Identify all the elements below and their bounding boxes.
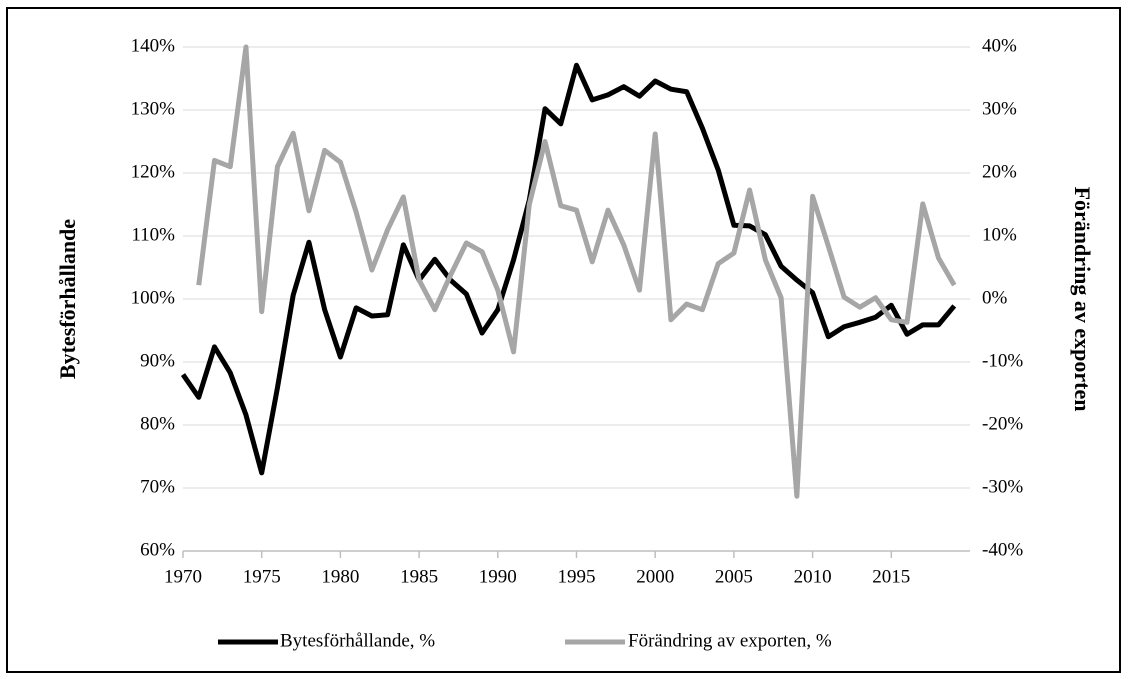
y2-tick-label: -20% xyxy=(982,413,1023,434)
x-tick-label: 1990 xyxy=(479,566,517,587)
series-line xyxy=(196,44,957,499)
legend-label: Förändring av exporten, % xyxy=(628,630,832,651)
y2-tick-label: 20% xyxy=(982,161,1017,182)
y2-tick-label: 30% xyxy=(982,98,1017,119)
y-tick-label: 70% xyxy=(140,476,175,497)
legend-label: Bytesförhållande, % xyxy=(280,630,435,651)
y-tick-label: 110% xyxy=(131,224,175,245)
y-tick-label: 100% xyxy=(131,287,176,308)
y2-tick-label: -30% xyxy=(982,476,1023,497)
y2-tick-label: 10% xyxy=(982,224,1017,245)
y2-tick-label: -40% xyxy=(982,539,1023,560)
y-tick-label: 120% xyxy=(131,161,176,182)
x-tick-label: 1980 xyxy=(321,566,359,587)
x-tick-label: 1995 xyxy=(558,566,596,587)
y-tick-label: 90% xyxy=(140,350,175,371)
y-tick-label: 130% xyxy=(131,98,176,119)
x-tick-label: 1975 xyxy=(243,566,281,587)
x-tick-label: 2005 xyxy=(715,566,753,587)
x-tick-label: 1985 xyxy=(400,566,438,587)
y-tick-label: 60% xyxy=(140,539,175,560)
y-tick-label: 80% xyxy=(140,413,175,434)
y2-axis-title: Förändring av exporten xyxy=(1070,187,1095,412)
y-axis-title: Bytesförhållande xyxy=(55,219,80,379)
y-tick-label: 140% xyxy=(131,35,176,56)
y2-tick-label: 40% xyxy=(982,35,1017,56)
y2-tick-label: 0% xyxy=(982,287,1008,308)
x-tick-label: 1970 xyxy=(164,566,202,587)
x-tick-label: 2000 xyxy=(636,566,674,587)
y2-tick-label: -10% xyxy=(982,350,1023,371)
series-line xyxy=(180,62,957,476)
x-tick-label: 2015 xyxy=(872,566,910,587)
x-tick-label: 2010 xyxy=(794,566,832,587)
